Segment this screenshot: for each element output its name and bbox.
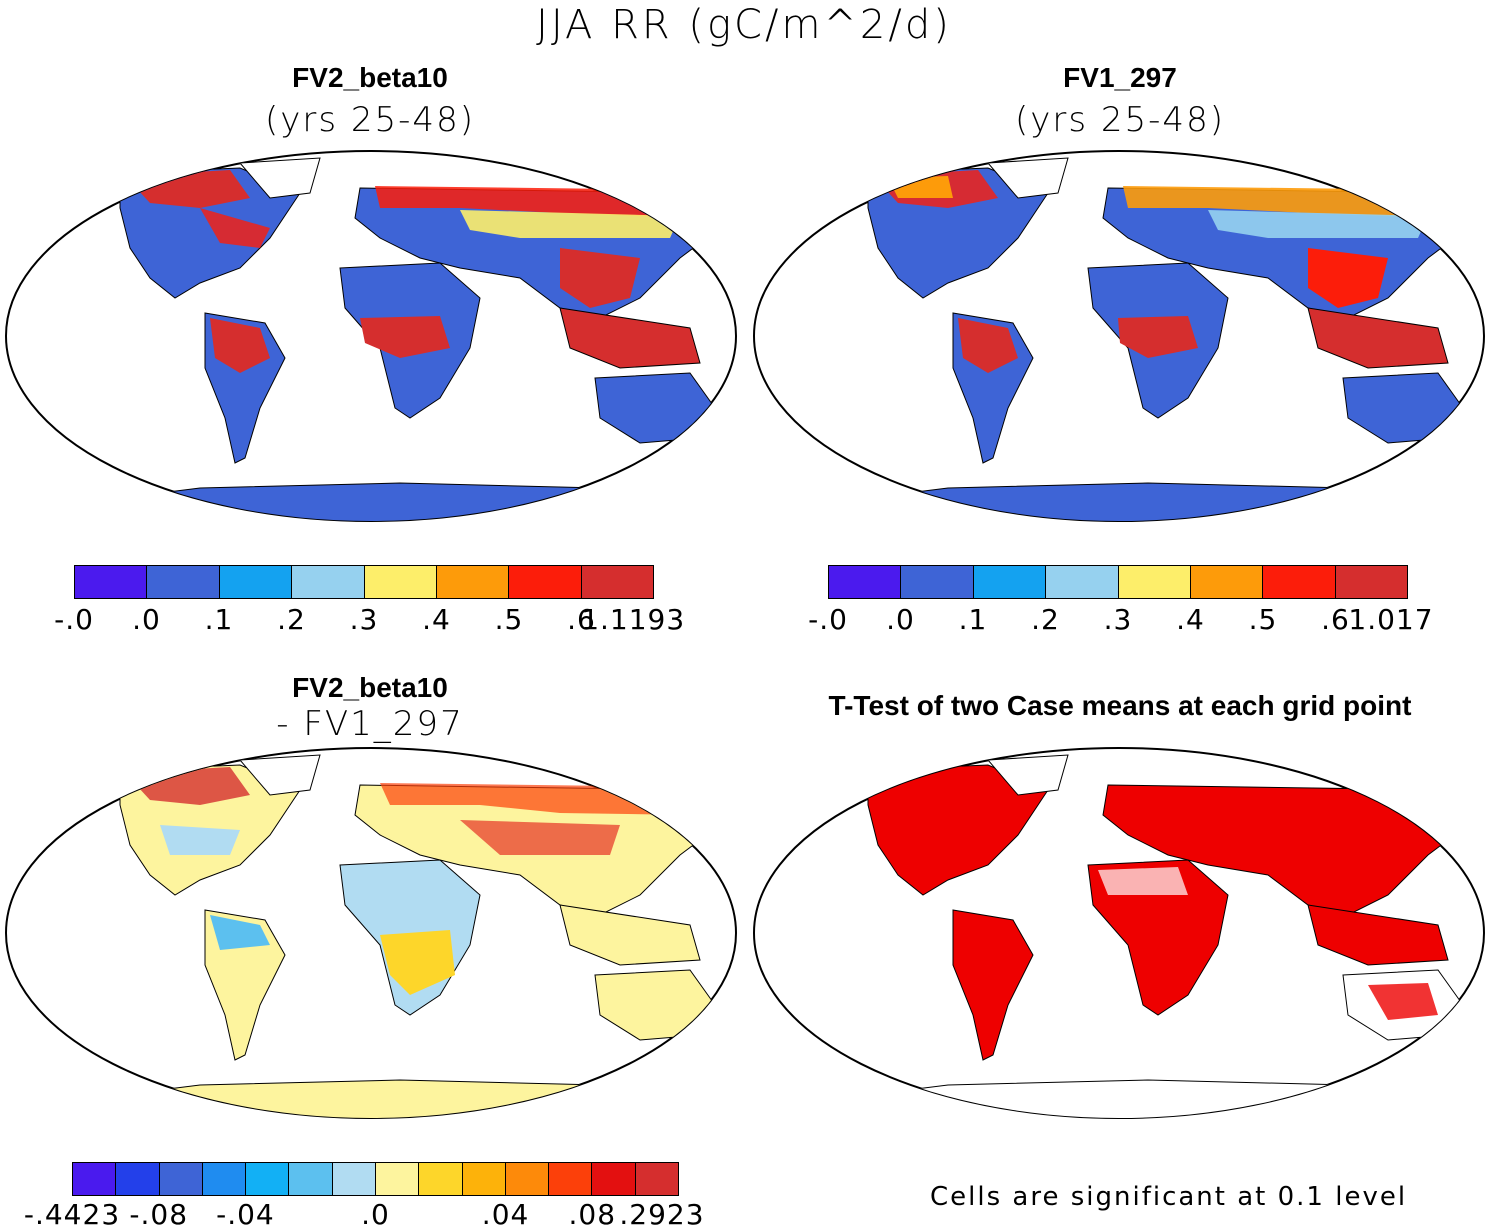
colorbar-difference-label-5: .08 xyxy=(568,1198,617,1231)
colorbar-fv2-beta10-label-3: .2 xyxy=(277,603,306,636)
colorbar-fv1-297-label-2: .1 xyxy=(958,603,988,636)
colorbar-difference-swatch-10 xyxy=(505,1163,550,1195)
colorbar-fv2-beta10 xyxy=(74,565,654,599)
colorbar-fv2-beta10-swatch-7 xyxy=(581,566,653,598)
colorbar-difference-swatch-7 xyxy=(375,1163,420,1195)
colorbar-fv1-297-label-3: .2 xyxy=(1031,603,1060,636)
colorbar-difference-swatch-8 xyxy=(419,1163,463,1195)
colorbar-difference-label-3: .0 xyxy=(361,1198,390,1231)
colorbar-difference-label-4: .04 xyxy=(481,1198,530,1231)
colorbar-fv2-beta10-label-0: -.0 xyxy=(54,603,94,636)
colorbar-fv2-beta10-label-4: .3 xyxy=(349,603,379,636)
map-fv1-297 xyxy=(748,148,1488,524)
colorbar-fv1-297-label-6: .5 xyxy=(1248,603,1278,636)
map-svg-1 xyxy=(5,150,737,522)
colorbar-fv1-297-swatch-0 xyxy=(829,566,902,598)
colorbar-difference xyxy=(72,1162,679,1196)
colorbar-difference-label-1: -.08 xyxy=(129,1198,189,1231)
colorbar-fv2-beta10-label-6: .5 xyxy=(494,603,524,636)
colorbar-difference-swatch-3 xyxy=(202,1163,247,1195)
colorbar-difference-label-6: .2923 xyxy=(619,1198,705,1231)
panel1-title: FV2_beta10 xyxy=(292,62,448,93)
colorbar-fv1-297-swatch-7 xyxy=(1335,566,1407,598)
colorbar-fv1-297-label-7: .6 xyxy=(1321,603,1350,636)
colorbar-difference-swatch-2 xyxy=(159,1163,203,1195)
colorbar-fv1-297-swatch-6 xyxy=(1263,566,1336,598)
colorbar-fv1-297-swatch-1 xyxy=(901,566,974,598)
colorbar-fv2-beta10-swatch-4 xyxy=(364,566,437,598)
colorbar-fv2-beta10-label-2: .1 xyxy=(204,603,234,636)
colorbar-difference-swatch-9 xyxy=(462,1163,506,1195)
colorbar-difference-swatch-1 xyxy=(116,1163,160,1195)
colorbar-fv2-beta10-label-5: .4 xyxy=(422,603,451,636)
colorbar-fv1-297 xyxy=(828,565,1408,599)
map-fv2-beta10 xyxy=(0,148,742,524)
colorbar-fv2-beta10-label-1: .0 xyxy=(132,603,161,636)
colorbar-fv2-beta10-swatch-0 xyxy=(75,566,148,598)
colorbar-difference-swatch-12 xyxy=(592,1163,636,1195)
colorbar-difference-swatch-5 xyxy=(289,1163,333,1195)
figure-title: JJA RR (gC/m^2/d) xyxy=(536,2,952,48)
colorbar-difference-swatch-11 xyxy=(549,1163,593,1195)
colorbar-fv1-297-swatch-4 xyxy=(1118,566,1191,598)
colorbar-fv2-beta10-swatch-2 xyxy=(219,566,293,598)
colorbar-fv1-297-label-0: -.0 xyxy=(808,603,848,636)
colorbar-fv1-297-swatch-5 xyxy=(1190,566,1264,598)
colorbar-difference-swatch-13 xyxy=(635,1163,678,1195)
colorbar-difference-labels: -.4423 -.08 -.04 .0 .04 .08.2923 xyxy=(24,1198,704,1232)
colorbar-fv1-297-label-8: 1.017 xyxy=(1348,603,1434,636)
colorbar-fv1-297-swatch-3 xyxy=(1046,566,1119,598)
panel1-subtitle: (yrs 25-48) xyxy=(265,100,475,140)
colorbar-fv1-297-swatch-2 xyxy=(973,566,1047,598)
colorbar-difference-swatch-0 xyxy=(73,1163,117,1195)
colorbar-fv2-beta10-labels: -.0 .0 .1 .2 .3 .4 .5 .6 1.1193 xyxy=(54,603,684,637)
colorbar-difference-swatch-4 xyxy=(246,1163,290,1195)
map-svg-4 xyxy=(753,747,1485,1119)
panel3-subtitle: - FV1_297 xyxy=(276,704,464,744)
colorbar-fv2-beta10-label-7: .6 xyxy=(567,603,596,636)
map-difference xyxy=(0,745,742,1121)
colorbar-difference-label-0: -.4423 xyxy=(23,1198,121,1231)
colorbar-difference-label-2: -.04 xyxy=(216,1198,275,1231)
panel3-title: FV2_beta10 xyxy=(292,672,448,703)
colorbar-fv2-beta10-swatch-5 xyxy=(436,566,510,598)
map-ttest xyxy=(748,745,1488,1121)
colorbar-fv1-297-label-1: .0 xyxy=(886,603,915,636)
colorbar-fv2-beta10-swatch-1 xyxy=(147,566,220,598)
colorbar-fv2-beta10-label-8: 1.1193 xyxy=(581,603,686,636)
colorbar-difference-swatch-6 xyxy=(332,1163,376,1195)
colorbar-fv2-beta10-swatch-3 xyxy=(292,566,365,598)
colorbar-fv1-297-label-4: .3 xyxy=(1103,603,1133,636)
panel4-title: T-Test of two Case means at each grid po… xyxy=(828,690,1412,721)
panel2-title: FV1_297 xyxy=(1063,62,1177,93)
significance-footnote: Cells are significant at 0.1 level xyxy=(930,1182,1408,1212)
map-svg-3 xyxy=(5,747,737,1119)
colorbar-fv1-297-labels: -.0 .0 .1 .2 .3 .4 .5 .6 1.017 xyxy=(808,603,1432,637)
colorbar-fv2-beta10-swatch-6 xyxy=(509,566,582,598)
panel2-subtitle: (yrs 25-48) xyxy=(1015,100,1225,140)
map-svg-2 xyxy=(753,150,1485,522)
colorbar-fv1-297-label-5: .4 xyxy=(1176,603,1205,636)
